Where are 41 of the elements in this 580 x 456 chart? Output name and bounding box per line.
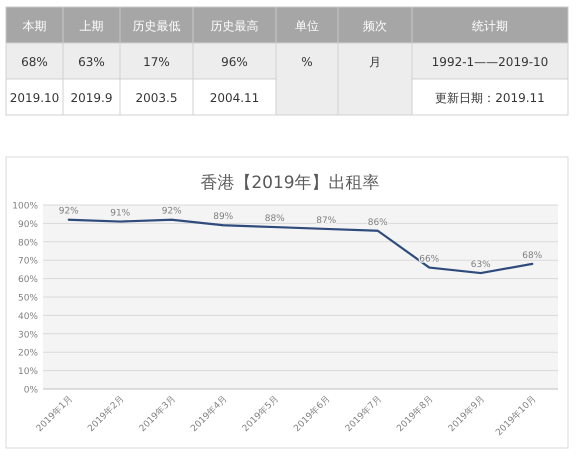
text: 2004.11 bbox=[210, 91, 260, 105]
data-label: 66% bbox=[419, 254, 440, 265]
text: 本期 bbox=[22, 19, 46, 33]
text: % bbox=[301, 55, 313, 69]
text: 68% bbox=[21, 55, 48, 69]
data-label: 89% bbox=[213, 212, 234, 222]
text: 63% bbox=[78, 55, 105, 69]
text: 1992-1——2019-10 bbox=[432, 55, 548, 69]
data-label: 87% bbox=[316, 216, 337, 226]
data-label: 92% bbox=[162, 206, 182, 217]
data-label: 92% bbox=[58, 206, 80, 217]
text: 更新日期：2019.11 bbox=[435, 91, 545, 105]
y-tick-label: 50% bbox=[18, 294, 38, 304]
text: 上期 bbox=[80, 19, 104, 33]
y-tick-label: 10% bbox=[18, 367, 38, 378]
y-tick-label: 20% bbox=[18, 348, 38, 359]
chart-title: 香港【2019年】出租率 bbox=[200, 173, 380, 193]
y-tick-label: 60% bbox=[18, 275, 38, 286]
text: 历史最高 bbox=[210, 19, 258, 33]
y-tick-label: 90% bbox=[18, 220, 38, 230]
data-label: 86% bbox=[368, 218, 388, 228]
y-tick-label: 80% bbox=[18, 238, 38, 248]
text: 2019.10 bbox=[10, 91, 60, 105]
y-tick-label: 100% bbox=[12, 202, 38, 212]
data-label: 68% bbox=[522, 250, 543, 261]
data-label: 63% bbox=[470, 260, 492, 270]
y-tick-label: 30% bbox=[18, 330, 38, 340]
data-label: 88% bbox=[264, 214, 286, 224]
text: 2003.5 bbox=[136, 91, 178, 105]
data-label: 91% bbox=[110, 208, 131, 219]
y-tick-label: 70% bbox=[18, 256, 38, 267]
text: 频次 bbox=[363, 19, 387, 33]
text: 2019.9 bbox=[70, 91, 112, 105]
text: 月 bbox=[369, 55, 381, 69]
text: 96% bbox=[221, 55, 248, 69]
y-tick-label: 40% bbox=[18, 312, 38, 322]
text: 17% bbox=[143, 55, 170, 69]
y-tick-label: 0% bbox=[24, 386, 38, 396]
text: 统计期 bbox=[472, 19, 508, 33]
text: 历史最低 bbox=[132, 19, 180, 33]
text: 单位 bbox=[295, 19, 319, 33]
